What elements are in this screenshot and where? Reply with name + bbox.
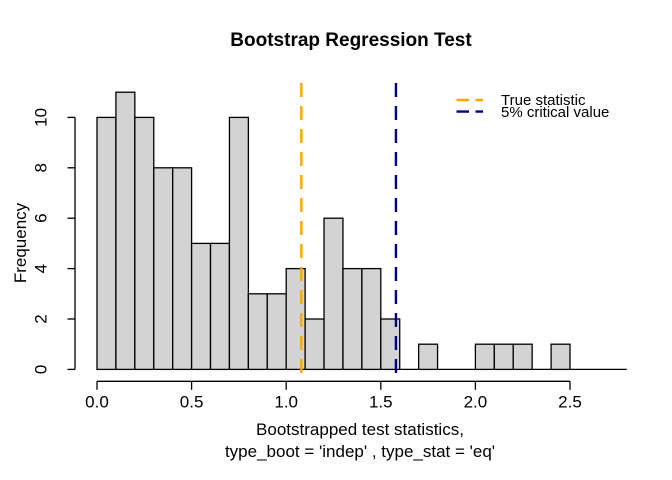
histogram-bar xyxy=(115,91,136,371)
x-axis-title-line2: type_boot = 'indep' , type_stat = 'eq' xyxy=(224,441,496,461)
histogram-bar xyxy=(172,167,193,371)
y-tick-label: 0 xyxy=(32,365,51,374)
histogram-bar xyxy=(342,267,363,371)
y-tick-label: 2 xyxy=(32,314,51,323)
x-tick-label: 0.0 xyxy=(85,393,109,412)
legend-label-critical-value: 5% critical value xyxy=(501,103,610,121)
histogram-bar xyxy=(153,167,174,371)
histogram-bar xyxy=(493,343,514,371)
histogram-bar xyxy=(209,242,231,371)
histogram-bar xyxy=(361,267,382,371)
x-tick-label: 2.5 xyxy=(558,393,582,412)
y-tick-label: 4 xyxy=(32,264,51,273)
y-tick-label: 8 xyxy=(32,163,51,172)
histogram-bar xyxy=(228,116,250,371)
histogram-bar xyxy=(134,116,155,371)
histogram-bar xyxy=(550,343,571,371)
histogram-bar xyxy=(323,217,344,371)
x-tick-label: 1.0 xyxy=(274,393,298,412)
histogram-bar xyxy=(266,293,287,371)
histogram-bar xyxy=(247,293,268,371)
histogram-bar xyxy=(96,116,117,371)
legend-label-true-statistic: True statistic xyxy=(501,92,586,109)
chart-title: Bootstrap Regression Test xyxy=(230,30,472,51)
y-tick-label: 10 xyxy=(32,108,51,127)
histogram-bar xyxy=(380,318,401,371)
x-tick-label: 1.5 xyxy=(369,393,393,412)
x-tick-label: 2.0 xyxy=(464,393,488,412)
histogram-bar xyxy=(417,343,439,371)
histogram-bar xyxy=(512,343,533,371)
x-tick-label: 0.5 xyxy=(180,393,204,412)
histogram-bar xyxy=(190,242,212,371)
y-tick-label: 6 xyxy=(32,213,51,222)
x-axis-title: Bootstrapped test statistics, type_boot … xyxy=(225,419,495,462)
histogram-bar xyxy=(474,343,495,371)
x-axis-title-line1: Bootstrapped test statistics, xyxy=(256,420,464,439)
histogram-bar xyxy=(304,318,325,371)
y-axis-title: Frequency xyxy=(11,202,30,284)
